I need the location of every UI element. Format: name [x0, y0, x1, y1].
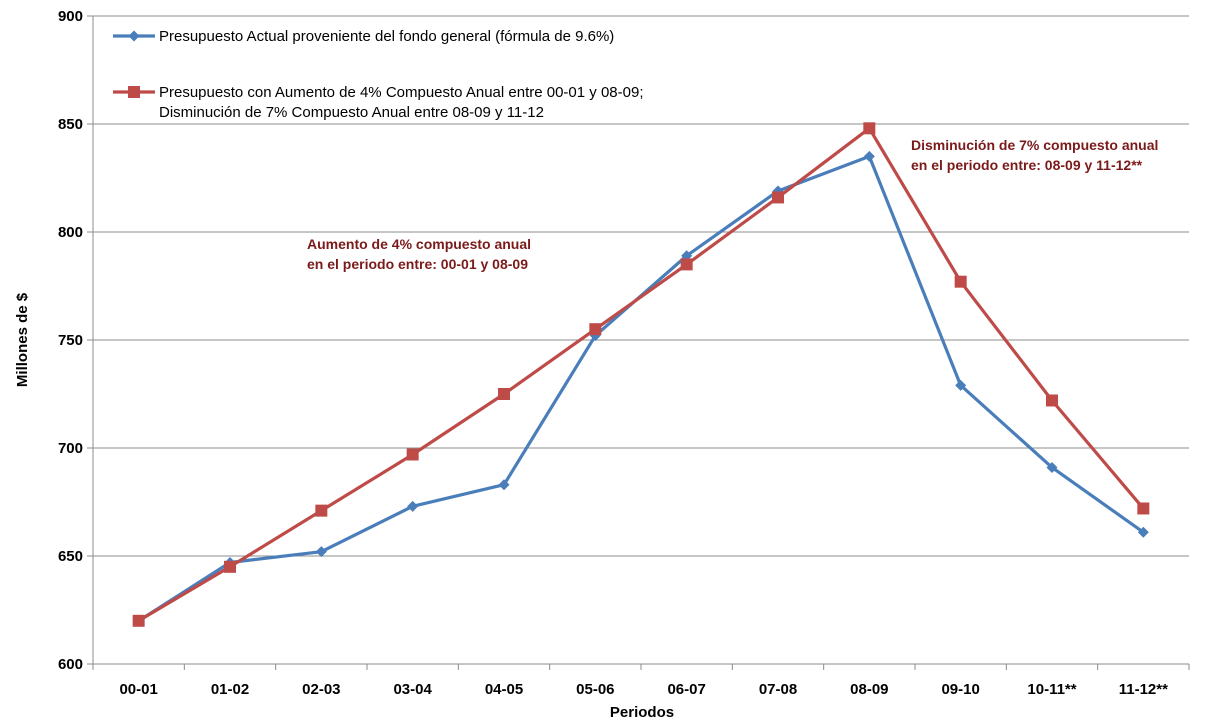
data-point [954, 275, 967, 288]
x-tick-label: 05-06 [576, 681, 614, 698]
data-point [132, 614, 145, 627]
series-line [137, 126, 1145, 623]
x-tick-label: 02-03 [302, 681, 340, 698]
legend-label: Disminución de 7% Compuesto Anual entre … [159, 104, 544, 121]
y-tick-label: 600 [58, 656, 83, 673]
legend: Presupuesto Actual proveniente del fondo… [113, 28, 643, 121]
x-tick-label: 07-08 [759, 681, 797, 698]
annotation-text: en el periodo entre: 00-01 y 08-09 [307, 256, 528, 272]
data-point [498, 388, 510, 400]
x-tick-label: 03-04 [393, 681, 432, 698]
data-point [681, 250, 693, 262]
x-tick-label: 04-05 [485, 681, 523, 698]
series-group [132, 122, 1150, 627]
annotation: Disminución de 7% compuesto anual en el p… [911, 137, 1158, 173]
y-tick-label: 700 [58, 440, 83, 457]
annotation: Aumento de 4% compuesto anual en el perio… [307, 236, 531, 272]
data-point [1137, 526, 1149, 538]
annotation-text: Aumento de 4% compuesto anual [307, 236, 531, 252]
x-tick-label: 09-10 [941, 681, 979, 698]
legend-label: Presupuesto con Aumento de 4% Compuesto … [159, 84, 643, 101]
x-tick-label: 00-01 [119, 681, 157, 698]
x-tick-label: 10-11** [1027, 681, 1076, 698]
y-axis-label: Millones de $ [14, 292, 31, 387]
legend-label: Presupuesto Actual proveniente del fondo… [159, 28, 614, 45]
data-point [406, 448, 419, 461]
y-tick-label: 850 [58, 116, 83, 133]
legend-item: Presupuesto Actual proveniente del fondo… [113, 28, 614, 45]
series-2 [132, 122, 1150, 627]
annotations: Aumento de 4% compuesto anual en el perio… [307, 137, 1158, 272]
legend-marker [128, 30, 140, 42]
x-tick-label: 06-07 [667, 681, 705, 698]
data-point [1046, 394, 1058, 407]
x-tick-label: 08-09 [850, 681, 888, 698]
data-point [589, 323, 602, 336]
axes [87, 15, 1190, 670]
data-point [1137, 502, 1150, 515]
series-line [137, 154, 1145, 623]
data-point [224, 560, 236, 573]
legend-marker [128, 86, 140, 98]
legend-item: Presupuesto con Aumento de 4% Compuesto … [113, 84, 643, 121]
x-axis-label: Periodos [610, 704, 674, 721]
data-point [407, 500, 419, 512]
series-1 [133, 150, 1149, 627]
data-point [772, 191, 784, 204]
data-point [955, 379, 967, 391]
data-point [498, 479, 510, 491]
data-point [315, 504, 328, 517]
annotation-text: Disminución de 7% compuesto anual [911, 137, 1158, 153]
y-tick-label: 800 [58, 224, 83, 241]
x-tick-label: 11-12** [1119, 681, 1168, 698]
data-point [680, 258, 693, 271]
y-tick-label: 750 [58, 332, 83, 349]
annotation-text: en el periodo entre: 08-09 y 11-12** [911, 157, 1143, 173]
y-tick-label: 900 [58, 8, 83, 25]
data-point [863, 150, 875, 162]
x-tick-label: 01-02 [211, 681, 249, 698]
y-tick-label: 650 [58, 548, 83, 565]
data-point [1046, 461, 1058, 473]
data-point [863, 122, 876, 135]
x-tick-labels: 00-01 01-02 02-03 03-04 04-05 05-06 06-07 07-08… [119, 681, 1168, 698]
y-tick-labels: 600 650 700 750 800 850 900 [58, 8, 83, 673]
data-point [315, 546, 327, 558]
